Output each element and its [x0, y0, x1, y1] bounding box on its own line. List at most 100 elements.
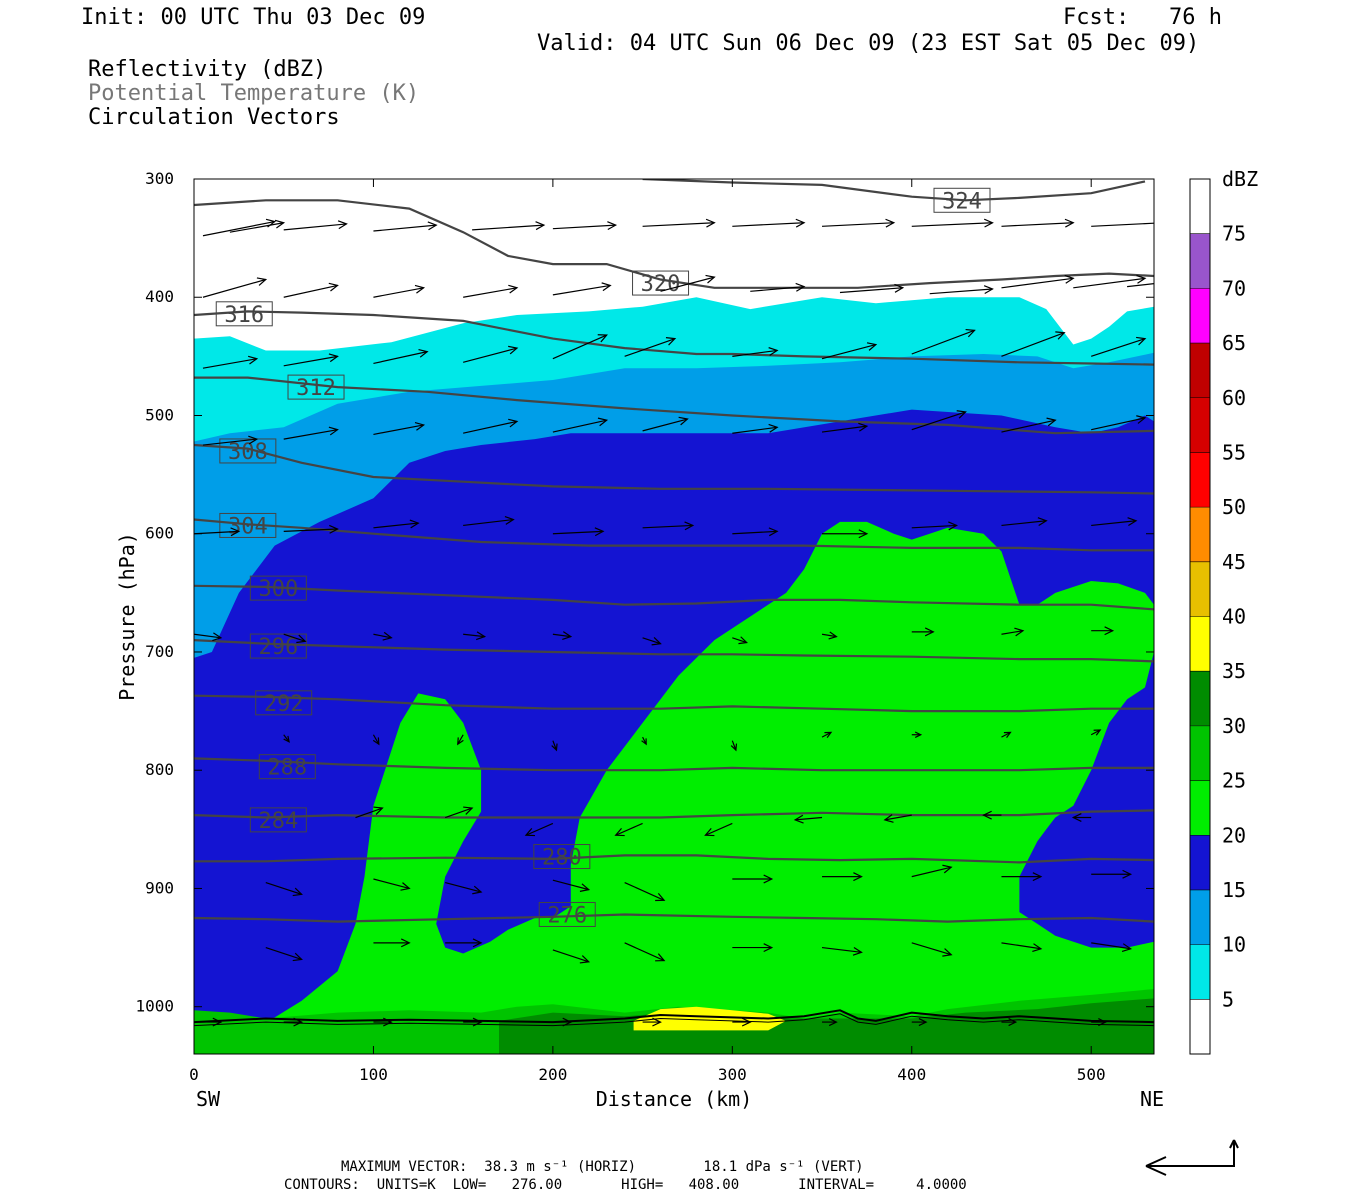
- circulation-vector-head: [414, 284, 426, 294]
- theta-contour-280: [194, 854, 1154, 864]
- circulation-vector: [463, 633, 485, 638]
- circulation-vector-head: [983, 285, 994, 294]
- circulation-vector: [705, 822, 733, 836]
- circulation-vector: [821, 425, 867, 433]
- circulation-vector-head: [372, 737, 380, 746]
- circulation-vector: [624, 338, 676, 357]
- circulation-vector-head: [328, 353, 339, 363]
- circulation-vector-head: [942, 948, 953, 957]
- circulation-vector: [202, 438, 257, 446]
- colorbar-label: 60: [1222, 386, 1246, 410]
- circulation-vector: [1091, 417, 1146, 431]
- circulation-vector-head: [373, 806, 384, 815]
- circulation-vector: [1001, 630, 1024, 635]
- circulation-vector: [1001, 277, 1074, 289]
- y-tick-label: 700: [145, 642, 174, 661]
- theta-label-box-276: [538, 901, 596, 927]
- circulation-vector: [283, 633, 306, 642]
- circulation-vector-head: [914, 731, 923, 738]
- circulation-vector-head: [1055, 331, 1066, 340]
- circulation-vector-head: [942, 864, 953, 874]
- circulation-vector-head: [852, 946, 863, 956]
- circulation-vector: [552, 949, 589, 963]
- colorbar-swatch: [1190, 944, 1210, 1000]
- circulation-vector-head: [579, 955, 591, 964]
- circulation-vector: [1091, 222, 1154, 227]
- circulation-vector: [1001, 419, 1056, 433]
- footer-contours: CONTOURS: UNITS=K LOW= 276.00 HIGH= 408.…: [284, 1177, 967, 1193]
- circulation-vector-head: [684, 521, 695, 531]
- theta-contour-320: [194, 199, 1154, 289]
- circulation-vector-head: [504, 516, 515, 525]
- colorbar-label: 75: [1222, 222, 1246, 246]
- circulation-vector-head: [1155, 219, 1163, 227]
- colorbar-label: 55: [1222, 440, 1246, 464]
- circulation-vector-head: [508, 418, 519, 428]
- circulation-vector-head: [562, 631, 573, 640]
- theta-label-box-304: [219, 512, 277, 538]
- circulation-vector-head: [1136, 274, 1147, 284]
- circulation-vector: [732, 349, 778, 357]
- theta-contour-288: [194, 757, 1154, 772]
- ground-line: [194, 1009, 1154, 1024]
- circulation-vector-head: [1008, 1018, 1018, 1027]
- theta-contour-312: [194, 376, 1154, 435]
- circulation-vector: [911, 524, 957, 529]
- circulation-vector-head: [655, 893, 666, 902]
- circulation-vector-head: [956, 410, 967, 419]
- theta-label-324: 324: [942, 189, 982, 214]
- colorbar-swatch: [1190, 616, 1210, 672]
- circulation-vector-head: [535, 221, 546, 231]
- x-axis-label: Distance (km): [596, 1087, 753, 1111]
- theta-label-box-312: [287, 374, 345, 400]
- forecast-hour: Fcst: 76 h: [1063, 5, 1222, 30]
- y-tick-label: 1000: [135, 997, 174, 1016]
- circulation-vector: [283, 734, 290, 743]
- circulation-vector: [202, 278, 266, 298]
- circulation-vector-head: [828, 1018, 838, 1027]
- colorbar-swatch: [1190, 507, 1210, 562]
- circulation-vector-head: [651, 637, 662, 646]
- colorbar-swatch: [1190, 780, 1210, 836]
- circulation-vector-head: [248, 435, 259, 445]
- circulation-vector-head: [665, 337, 677, 346]
- theta-label-304: 304: [228, 514, 268, 539]
- colorbar-label: 45: [1222, 550, 1246, 574]
- colorbar-swatch: [1190, 343, 1210, 398]
- circulation-vector-head: [795, 282, 806, 292]
- circulation-vector: [552, 530, 604, 535]
- theta-label-box-280: [533, 844, 591, 870]
- circulation-vector: [265, 947, 302, 960]
- circulation-vector-head: [655, 953, 666, 962]
- circulation-vector-head: [768, 527, 779, 537]
- circulation-vector-head: [678, 416, 689, 426]
- colorbar-label: 65: [1222, 331, 1246, 355]
- circulation-vector-head: [508, 284, 519, 294]
- circulation-vector: [929, 288, 993, 295]
- x-tick-label: 300: [718, 1065, 747, 1084]
- circulation-vector: [229, 222, 284, 233]
- colorbar-swatch: [1190, 452, 1210, 508]
- circulation-vector-head: [247, 355, 259, 365]
- circulation-vector: [463, 420, 518, 434]
- circulation-vector-head: [795, 218, 806, 228]
- circulation-vector-head: [329, 524, 339, 534]
- circulation-vector-head: [828, 631, 838, 640]
- circulation-vector: [732, 222, 805, 227]
- circulation-vector-head: [382, 631, 393, 641]
- x-tick-label: 0: [189, 1065, 199, 1084]
- theta-label-box-296: [249, 633, 307, 659]
- reflectivity-region-35: [633, 1006, 787, 1031]
- circulation-vector: [283, 355, 338, 367]
- circulation-vector-head: [924, 627, 935, 637]
- circulation-vector: [552, 879, 589, 891]
- circulation-vector-head: [400, 938, 411, 948]
- circulation-vector-head: [824, 731, 833, 739]
- circulation-vector: [1127, 283, 1154, 288]
- theta-label-316: 316: [224, 303, 264, 328]
- circulation-vector-head: [866, 342, 878, 351]
- circulation-vector: [732, 530, 778, 535]
- circulation-vector-head: [614, 828, 625, 837]
- circulation-vector-head: [948, 521, 958, 531]
- reflectivity-fill: [194, 179, 1154, 1054]
